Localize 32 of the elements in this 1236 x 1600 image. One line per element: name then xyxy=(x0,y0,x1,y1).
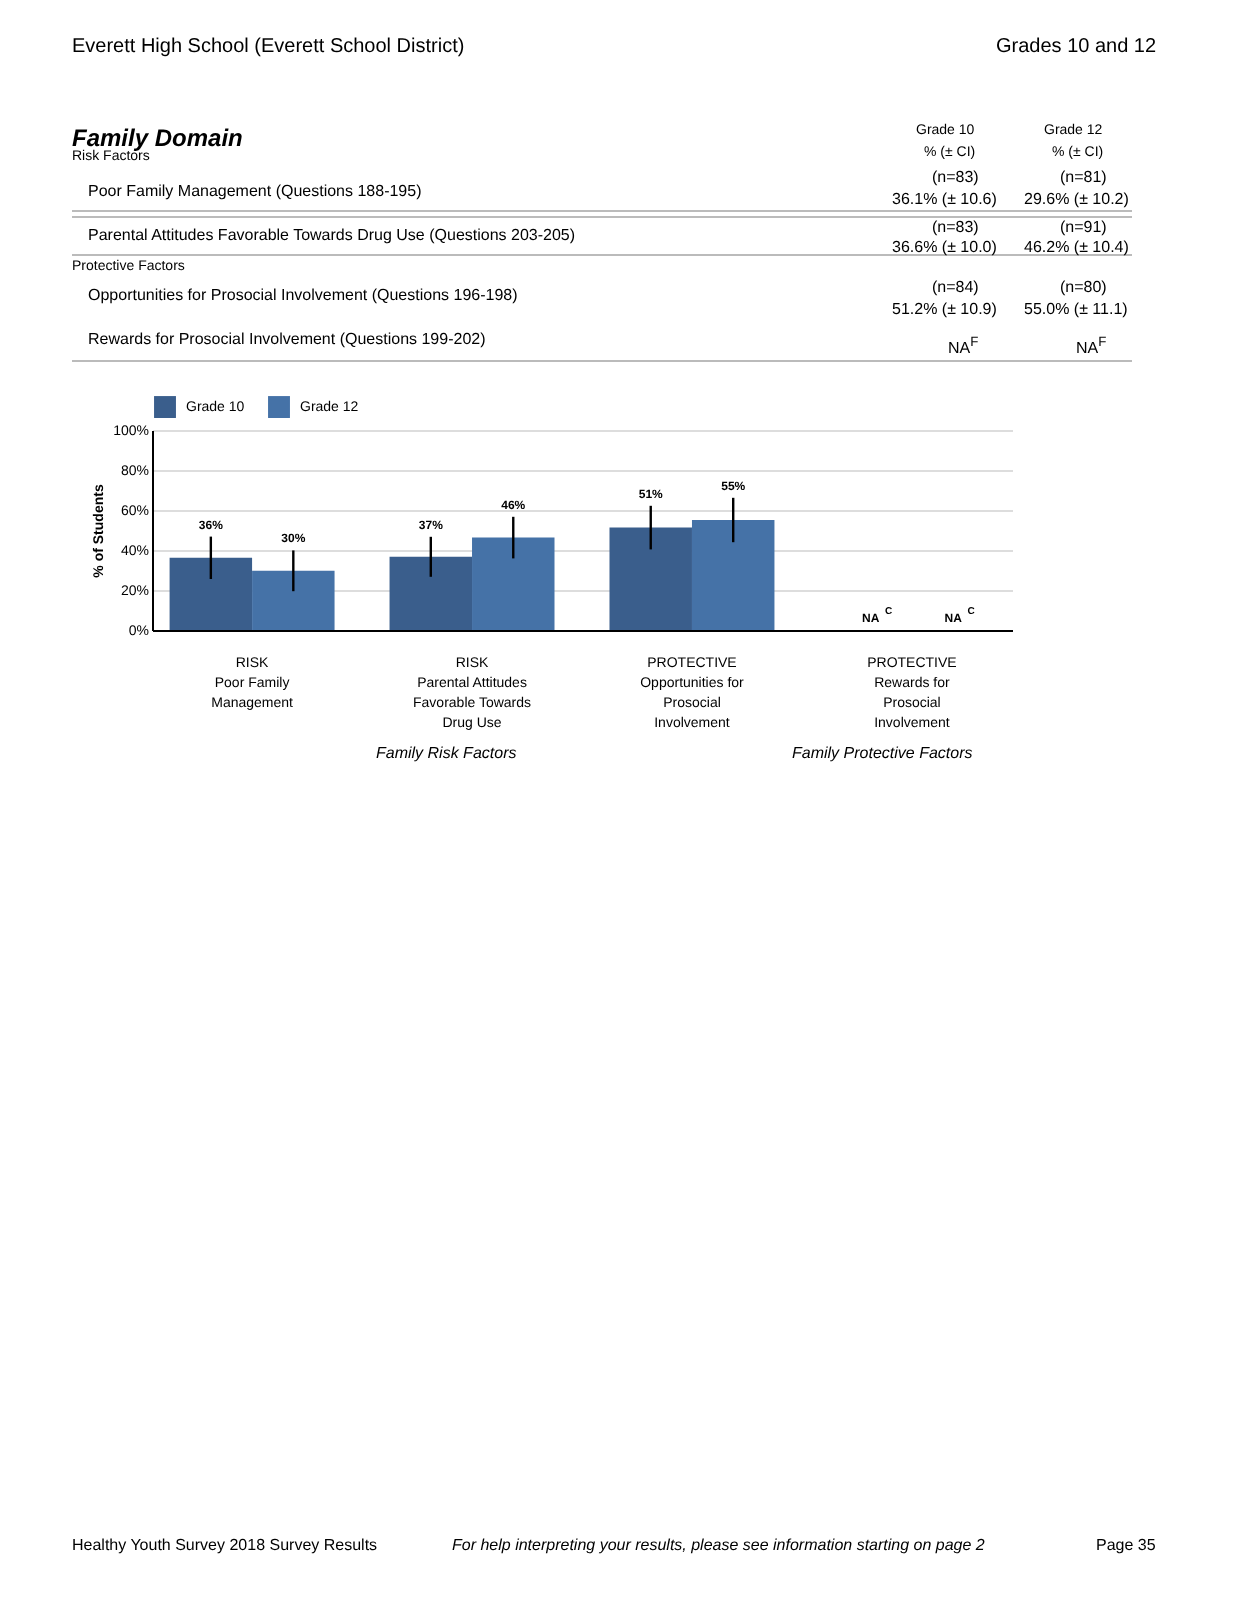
text: Healthy Youth Survey 2018 Survey Results xyxy=(72,1536,378,1554)
text: Grades 10 and 12 xyxy=(996,36,1157,58)
text: (n=81) xyxy=(1060,168,1107,186)
bar xyxy=(609,527,692,630)
text: 51.2% (± 10.9) xyxy=(892,300,997,318)
text: (n=91) xyxy=(1060,218,1107,236)
bar xyxy=(252,570,335,630)
text: 36.1% (± 10.6) xyxy=(892,190,997,208)
bar xyxy=(169,557,253,630)
text: Family Risk Factors xyxy=(376,744,517,762)
text: (n=80) xyxy=(1060,278,1107,296)
text: For help interpreting your results, please see information starting on page 2 xyxy=(452,1536,985,1554)
text: 55.0% (± 11.1) xyxy=(1024,300,1128,318)
text: (n=83) xyxy=(932,218,979,236)
bar xyxy=(389,556,473,630)
bar xyxy=(691,520,775,630)
text: Rewards for Prosocial Involvement (Questions 199-202) xyxy=(88,330,486,348)
text: Family Domain xyxy=(72,124,243,152)
text: (n=83) xyxy=(932,168,979,186)
text: 46.2% (± 10.4) xyxy=(1024,238,1129,256)
text: Poor Family Management (Questions 188-195) xyxy=(88,182,422,200)
text: (n=84) xyxy=(932,278,979,296)
text: 36.6% (± 10.0) xyxy=(892,238,997,256)
bar xyxy=(472,537,555,630)
text: Page 35 xyxy=(1096,1536,1156,1554)
text: Family Protective Factors xyxy=(792,744,973,762)
text: Everett High School (Everett School District) xyxy=(72,36,465,58)
text: 29.6% (± 10.2) xyxy=(1024,190,1129,208)
text: Parental Attitudes Favorable Towards Drug Use (Questions 203-205) xyxy=(88,226,576,244)
text: Opportunities for Prosocial Involvement (Questions 196-198) xyxy=(88,286,518,304)
text: NA$^{F}$ xyxy=(948,336,979,358)
text: NA$^{F}$ xyxy=(1076,336,1107,358)
